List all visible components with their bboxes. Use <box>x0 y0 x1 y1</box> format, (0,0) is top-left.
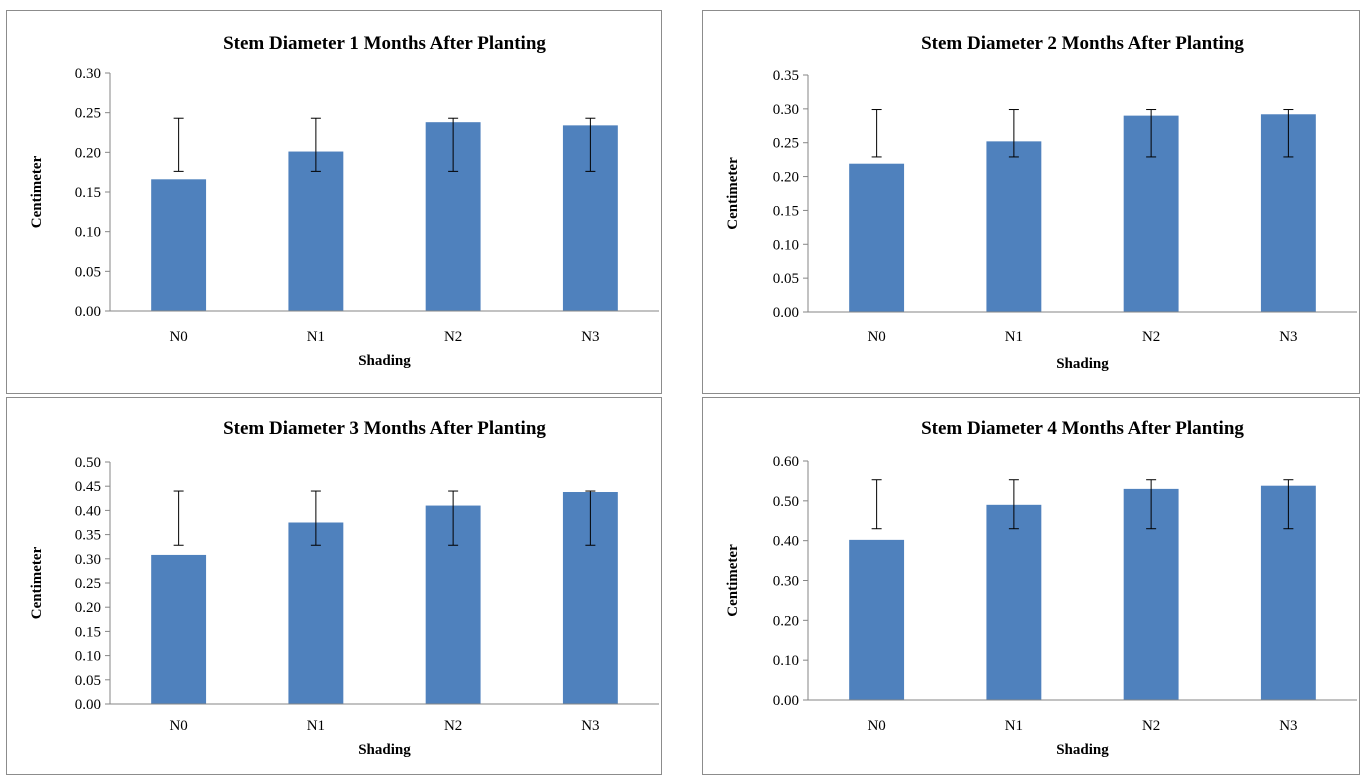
y-tick-label: 0.15 <box>75 624 101 640</box>
x-tick-label: N2 <box>1142 718 1160 734</box>
y-tick-label: 0.20 <box>773 613 799 629</box>
y-tick-label: 0.15 <box>773 203 799 219</box>
chart-svg-month-1: Stem Diameter 1 Months After Planting Cen… <box>29 33 659 369</box>
y-tick-label: 0.20 <box>773 170 799 186</box>
bar-n0 <box>151 179 207 311</box>
y-tick-label: 0.50 <box>75 455 101 471</box>
y-tick-label: 0.35 <box>75 528 101 544</box>
chart-svg-month-3: Stem Diameter 3 Months After Planting Cen… <box>29 418 659 758</box>
bar-n0 <box>151 554 207 704</box>
chart-panel-month-4: Stem Diameter 4 Months After Planting Cen… <box>702 397 1360 775</box>
x-axis-label: Shading <box>358 742 411 758</box>
y-tick-label: 0.60 <box>773 454 799 470</box>
x-tick-label: N2 <box>444 329 462 345</box>
y-tick-label: 0.25 <box>773 136 799 152</box>
y-tick-label: 0.40 <box>773 534 799 550</box>
x-tick-label: N0 <box>867 718 885 734</box>
chart-panel-month-3: Stem Diameter 3 Months After Planting Cen… <box>6 397 662 775</box>
y-tick-label: 0.30 <box>773 574 799 590</box>
x-tick-label: N1 <box>1005 329 1023 345</box>
bar-n1 <box>288 522 344 704</box>
y-tick-label: 0.40 <box>75 503 101 519</box>
y-tick-label: 0.10 <box>773 237 799 253</box>
x-tick-label: N1 <box>307 718 325 734</box>
y-tick-label: 0.00 <box>773 693 799 709</box>
y-tick-label: 0.10 <box>773 653 799 669</box>
bar-n0 <box>849 539 905 700</box>
y-tick-label: 0.30 <box>75 66 101 82</box>
y-axis-label: Centimeter <box>725 157 741 230</box>
y-axis-label: Centimeter <box>29 155 45 228</box>
y-tick-label: 0.25 <box>75 106 101 122</box>
y-tick-label: 0.00 <box>75 304 101 320</box>
chart-panel-month-2: Stem Diameter 2 Months After Planting Cen… <box>702 10 1360 394</box>
x-axis-label: Shading <box>1056 356 1109 372</box>
y-tick-label: 0.00 <box>75 697 101 713</box>
x-tick-label: N0 <box>169 718 187 734</box>
y-tick-label: 0.35 <box>773 68 799 84</box>
y-tick-label: 0.15 <box>75 185 101 201</box>
bar-n0 <box>849 163 905 312</box>
x-axis-label: Shading <box>1056 742 1109 758</box>
bar-n1 <box>288 151 344 311</box>
y-tick-label: 0.05 <box>75 673 101 689</box>
x-tick-label: N3 <box>1279 718 1297 734</box>
y-tick-label: 0.20 <box>75 600 101 616</box>
y-tick-label: 0.05 <box>773 271 799 287</box>
y-tick-label: 0.50 <box>773 494 799 510</box>
bar-n1 <box>986 141 1042 312</box>
x-tick-label: N2 <box>1142 329 1160 345</box>
x-tick-label: N1 <box>1005 718 1023 734</box>
y-tick-label: 0.00 <box>773 305 799 321</box>
y-tick-label: 0.30 <box>773 102 799 118</box>
x-tick-label: N3 <box>1279 329 1297 345</box>
chart-panel-month-1: Stem Diameter 1 Months After Planting Cen… <box>6 10 662 394</box>
chart-title: Stem Diameter 1 Months After Planting <box>223 33 546 54</box>
x-axis-label: Shading <box>358 353 411 369</box>
chart-title: Stem Diameter 2 Months After Planting <box>921 33 1244 54</box>
y-tick-label: 0.45 <box>75 479 101 495</box>
y-tick-label: 0.10 <box>75 225 101 241</box>
x-tick-label: N3 <box>581 329 599 345</box>
y-tick-label: 0.25 <box>75 576 101 592</box>
chart-title: Stem Diameter 3 Months After Planting <box>223 418 546 439</box>
y-tick-label: 0.05 <box>75 264 101 280</box>
x-tick-label: N0 <box>867 329 885 345</box>
y-axis-label: Centimeter <box>725 544 741 617</box>
x-tick-label: N2 <box>444 718 462 734</box>
y-axis-label: Centimeter <box>29 546 45 619</box>
chart-title: Stem Diameter 4 Months After Planting <box>921 418 1244 439</box>
y-tick-label: 0.10 <box>75 649 101 665</box>
y-tick-label: 0.30 <box>75 552 101 568</box>
y-tick-label: 0.20 <box>75 145 101 161</box>
x-tick-label: N1 <box>307 329 325 345</box>
x-tick-label: N0 <box>169 329 187 345</box>
chart-svg-month-4: Stem Diameter 4 Months After Planting Cen… <box>725 418 1357 758</box>
bar-n1 <box>986 504 1042 700</box>
x-tick-label: N3 <box>581 718 599 734</box>
chart-svg-month-2: Stem Diameter 2 Months After Planting Cen… <box>725 33 1357 372</box>
